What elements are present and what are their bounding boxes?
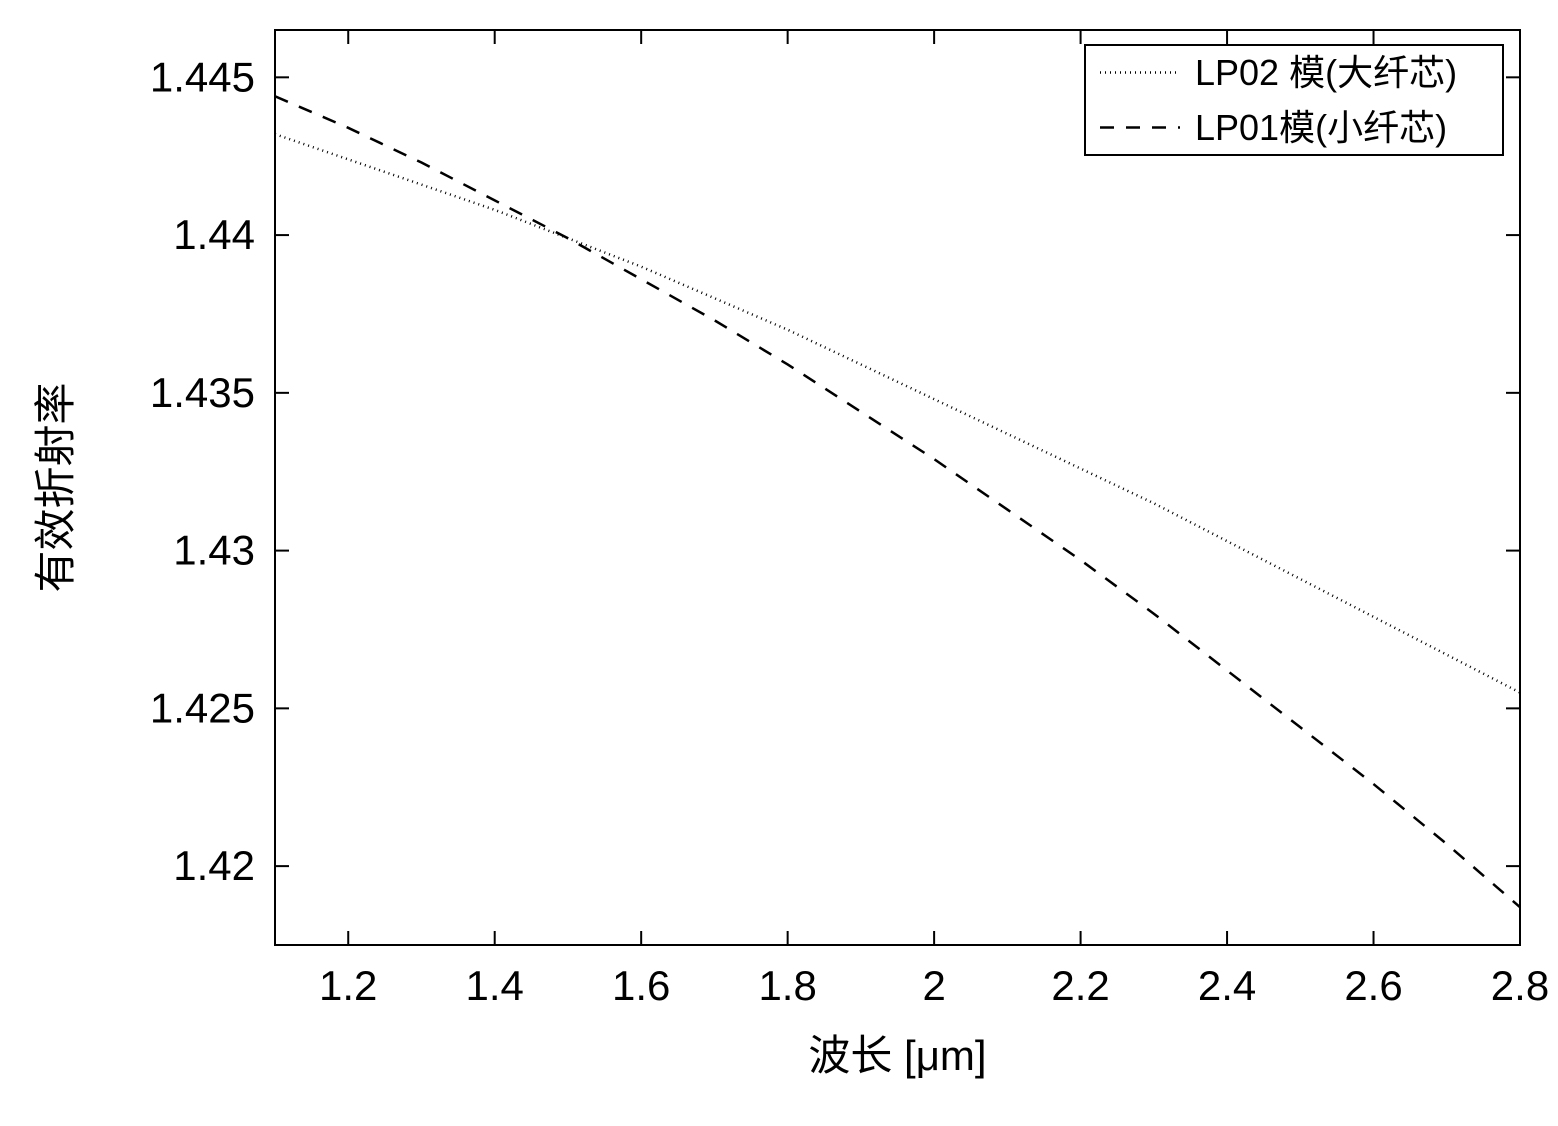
chart-svg: 1.2 1.4 1.6 1.8 2 2.2 2.4 2.6 2.8 1.42 1.425 1.43 1.… xyxy=(0,0,1558,1126)
x-tick-label: 1.6 xyxy=(612,962,670,1009)
y-axis-label: 有效折射率 xyxy=(32,382,79,592)
x-tick-label: 2.6 xyxy=(1344,962,1402,1009)
x-tick-label: 2 xyxy=(922,962,945,1009)
x-axis-label: 波长 [μm] xyxy=(808,1032,986,1079)
y-tick-label: 1.435 xyxy=(150,369,255,416)
y-tick-label: 1.44 xyxy=(173,211,255,258)
legend-label-0: LP02 模(大纤芯) xyxy=(1195,52,1457,93)
y-tick-label: 1.43 xyxy=(173,527,255,574)
x-tick-label: 1.4 xyxy=(466,962,524,1009)
chart-container: 1.2 1.4 1.6 1.8 2 2.2 2.4 2.6 2.8 1.42 1.425 1.43 1.… xyxy=(0,0,1558,1126)
y-tick-label: 1.425 xyxy=(150,684,255,731)
x-tick-label: 2.2 xyxy=(1051,962,1109,1009)
y-tick-label: 1.445 xyxy=(150,53,255,100)
x-tick-label: 1.2 xyxy=(319,962,377,1009)
x-tick-label: 2.4 xyxy=(1198,962,1256,1009)
x-tick-label: 1.8 xyxy=(758,962,816,1009)
y-tick-label: 1.42 xyxy=(173,842,255,889)
x-tick-label: 2.8 xyxy=(1491,962,1549,1009)
legend-label-1: LP01模(小纤芯) xyxy=(1195,107,1447,148)
